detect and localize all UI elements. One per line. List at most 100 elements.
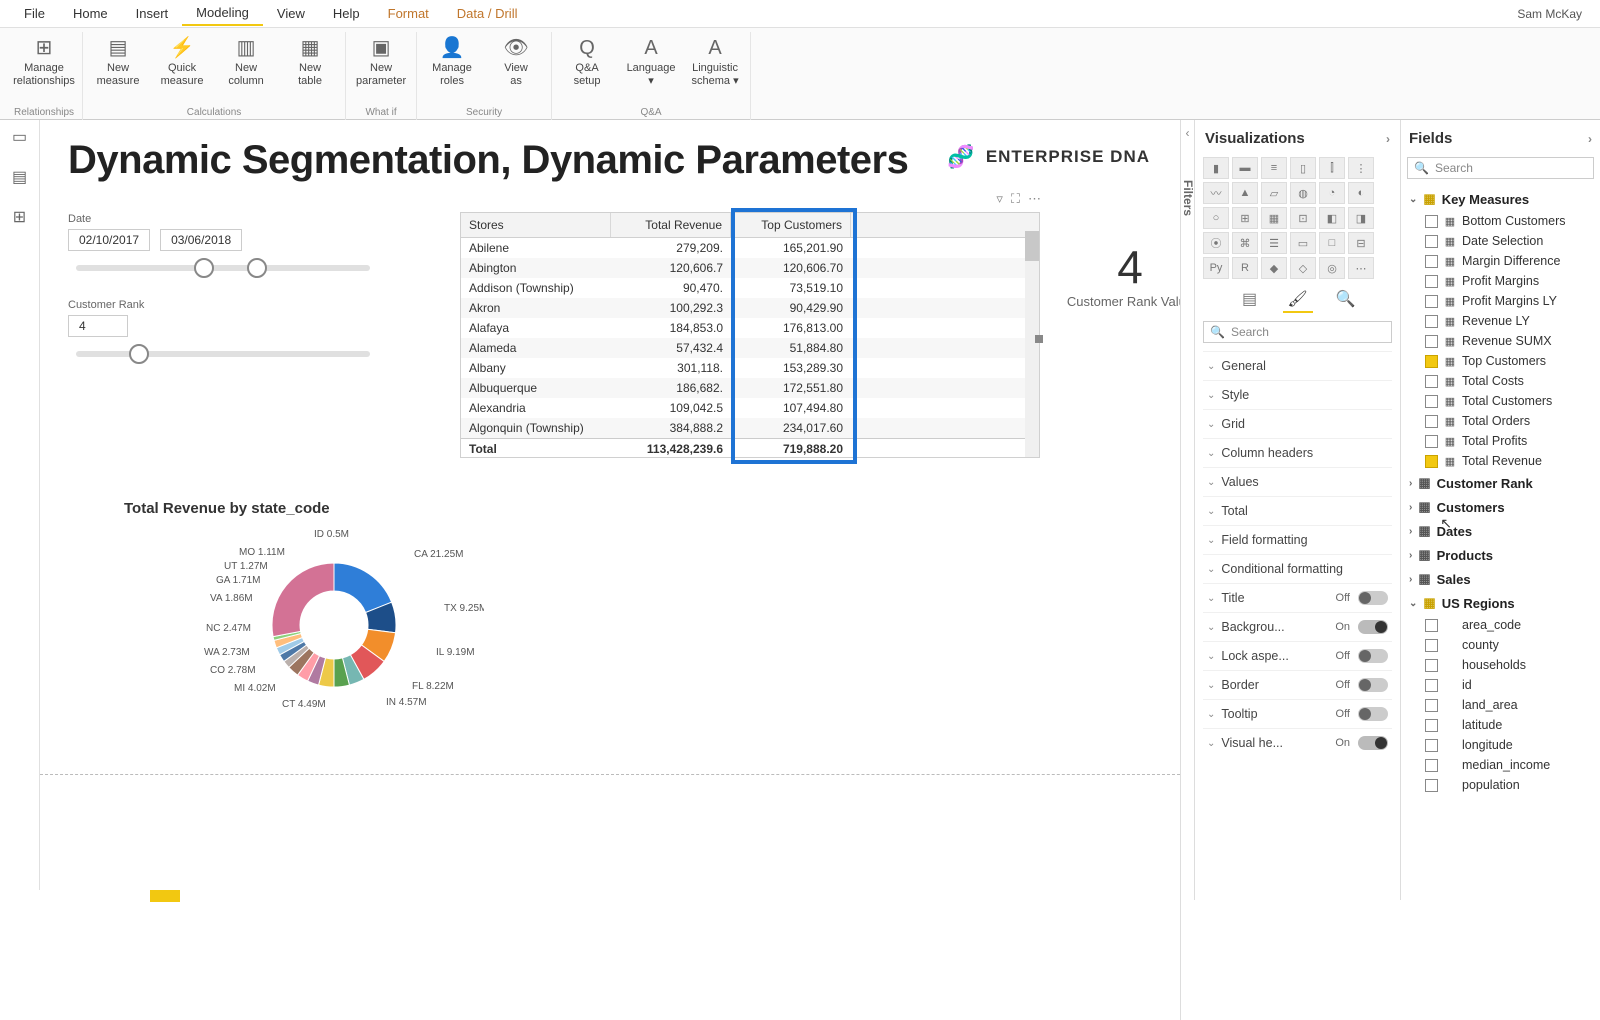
viz-type-icon[interactable]: ◍ [1290,182,1316,204]
field-landarea[interactable]: land_area [1407,695,1594,715]
viz-type-icon[interactable]: Py [1203,257,1229,279]
viz-type-icon[interactable]: ▮ [1203,157,1229,179]
viz-type-icon[interactable]: ⋮ [1348,157,1374,179]
field-totalorders[interactable]: ▦Total Orders [1407,411,1594,431]
resize-handle[interactable] [1035,335,1043,343]
model-view-icon[interactable]: ⊞ [9,206,31,228]
viz-type-icon[interactable]: ◧ [1319,207,1345,229]
menu-help[interactable]: Help [319,2,374,25]
ribbon-view-as[interactable]: 👁Viewas [489,34,543,88]
col-total-revenue[interactable]: Total Revenue [611,213,731,237]
field-households[interactable]: households [1407,655,1594,675]
field-population[interactable]: population [1407,775,1594,795]
table-node-sales[interactable]: ›▦Sales [1407,567,1594,591]
rank-slicer[interactable]: Customer Rank 4 [68,299,378,357]
viz-type-icon[interactable]: ⫿ [1319,157,1345,179]
viz-type-icon[interactable]: ○ [1203,207,1229,229]
format-general[interactable]: ⌄General [1203,351,1392,380]
field-margindifference[interactable]: ▦Margin Difference [1407,251,1594,271]
field-revenuely[interactable]: ▦Revenue LY [1407,311,1594,331]
viz-type-icon[interactable]: 〰 [1203,182,1229,204]
menu-insert[interactable]: Insert [122,2,183,25]
date-slider-handle-from[interactable] [194,258,214,278]
viz-type-icon[interactable]: ◇ [1290,257,1316,279]
table-row[interactable]: Addison (Township)90,470.73,519.10 [461,278,1039,298]
table-row[interactable]: Alexandria109,042.5107,494.80 [461,398,1039,418]
viz-type-icon[interactable]: ⋯ [1348,257,1374,279]
field-dateselection[interactable]: ▦Date Selection [1407,231,1594,251]
fields-tab-icon[interactable]: ▤ [1235,287,1265,313]
report-canvas[interactable]: Dynamic Segmentation, Dynamic Parameters… [40,120,1180,900]
viz-type-icon[interactable]: ◔ [1319,182,1345,204]
table-node-customers[interactable]: ›▦Customers [1407,495,1594,519]
format-conditionalformatting[interactable]: ⌄Conditional formatting [1203,554,1392,583]
report-view-icon[interactable]: ▭ [9,126,31,148]
format-tooltip[interactable]: ⌄TooltipOff [1203,699,1392,728]
field-id[interactable]: id [1407,675,1594,695]
user-label[interactable]: Sam McKay [1517,7,1590,21]
table-node-products[interactable]: ›▦Products [1407,543,1594,567]
field-longitude[interactable]: longitude [1407,735,1594,755]
viz-type-icon[interactable]: ☰ [1261,232,1287,254]
focus-icon[interactable]: ⛶ [1011,191,1020,207]
table-node-dates[interactable]: ›▦Dates [1407,519,1594,543]
field-topcustomers[interactable]: ▦Top Customers [1407,351,1594,371]
viz-type-icon[interactable]: ▦ [1261,207,1287,229]
more-icon[interactable]: ⋯ [1028,191,1041,207]
viz-type-icon[interactable]: ⦿ [1203,232,1229,254]
field-areacode[interactable]: area_code [1407,615,1594,635]
field-medianincome[interactable]: median_income [1407,755,1594,775]
format-fieldformatting[interactable]: ⌄Field formatting [1203,525,1392,554]
chevron-right-icon[interactable]: › [1386,132,1390,146]
menu-modeling[interactable]: Modeling [182,1,263,26]
viz-type-icon[interactable]: ⌘ [1232,232,1258,254]
col-top-customers[interactable]: Top Customers [731,213,851,237]
viz-type-icon[interactable]: ⊞ [1232,207,1258,229]
menu-view[interactable]: View [263,2,319,25]
format-border[interactable]: ⌄BorderOff [1203,670,1392,699]
viz-type-icon[interactable]: □ [1319,232,1345,254]
viz-type-icon[interactable]: ▬ [1232,157,1258,179]
ribbon-new-parameter[interactable]: ▣Newparameter [354,34,408,88]
viz-type-icon[interactable]: ◨ [1348,207,1374,229]
ribbon-new-column[interactable]: ▥Newcolumn [219,34,273,88]
filter-icon[interactable]: ▿ [996,191,1003,207]
viz-type-icon[interactable]: ▲ [1232,182,1258,204]
data-view-icon[interactable]: ▤ [9,166,31,188]
field-county[interactable]: county [1407,635,1594,655]
viz-type-icon[interactable]: ⊡ [1290,207,1316,229]
format-search[interactable]: 🔍 Search [1203,321,1392,343]
donut-visual[interactable]: Total Revenue by state_code ID 0.5MCA 21… [124,500,504,748]
format-values[interactable]: ⌄Values [1203,467,1392,496]
ribbon-language--[interactable]: ALanguage▾ [624,34,678,88]
table-row[interactable]: Akron100,292.390,429.90 [461,298,1039,318]
field-totalprofits[interactable]: ▦Total Profits [1407,431,1594,451]
format-lockaspe[interactable]: ⌄Lock aspe...Off [1203,641,1392,670]
fields-search[interactable]: 🔍 Search [1407,157,1594,179]
fields-pane-title[interactable]: Fields› [1407,126,1594,157]
table-row[interactable]: Alafaya184,853.0176,813.00 [461,318,1039,338]
field-latitude[interactable]: latitude [1407,715,1594,735]
ribbon-linguistic-schema--[interactable]: ALinguisticschema ▾ [688,34,742,88]
date-to-input[interactable]: 03/06/2018 [160,229,242,251]
date-from-input[interactable]: 02/10/2017 [68,229,150,251]
viz-type-icon[interactable]: R [1232,257,1258,279]
menu-format[interactable]: Format [374,2,443,25]
filters-pane-collapsed[interactable]: ‹ Filters [1180,120,1194,1020]
viz-type-icon[interactable]: ▯ [1290,157,1316,179]
table-row[interactable]: Alameda57,432.451,884.80 [461,338,1039,358]
viz-type-icon[interactable]: ⊟ [1348,232,1374,254]
format-tab-icon[interactable]: 🖌 [1283,287,1313,313]
col-stores[interactable]: Stores [461,213,611,237]
ribbon-manage-relationships[interactable]: ⊞Managerelationships [17,34,71,88]
date-slider-track[interactable] [76,265,370,271]
table-node-usregions[interactable]: ⌄▦US Regions [1407,591,1594,615]
table-node-keymeasures[interactable]: ⌄▦Key Measures [1407,187,1594,211]
menu-file[interactable]: File [10,2,59,25]
analytics-tab-icon[interactable]: 🔍 [1331,287,1361,313]
ribbon-quick-measure[interactable]: ⚡Quickmeasure [155,34,209,88]
viz-type-icon[interactable]: ◐ [1348,182,1374,204]
format-visualhe[interactable]: ⌄Visual he...On [1203,728,1392,757]
viz-type-icon[interactable]: ◆ [1261,257,1287,279]
field-totalrevenue[interactable]: ▦Total Revenue [1407,451,1594,471]
